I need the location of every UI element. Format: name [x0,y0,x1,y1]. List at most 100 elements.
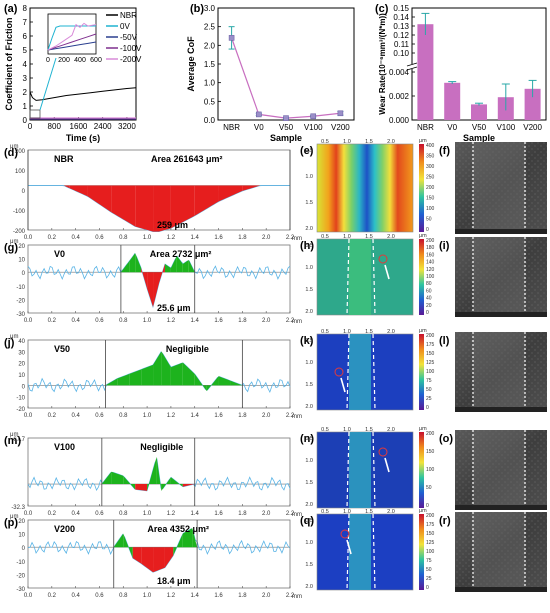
profile-xtick-label: 1.4 [191,593,200,599]
profile-area-above [141,364,154,386]
b-point [283,115,289,121]
map-xtick-label: 1.5 [365,139,373,145]
map-ytick-label: 2.0 [305,404,313,410]
map-ytick-label: 0.5 [305,436,313,442]
profile-area-above [135,253,142,273]
profile-ytick-label: 40 [18,339,25,345]
a-ytick-label: 4 [23,60,28,69]
profile-yunit: μm [10,514,18,520]
c-bar [444,82,461,120]
profile-area-above [176,255,183,273]
profile-ytick-label: 0 [22,546,26,552]
a-ytick-label: 8 [23,4,28,13]
wear-track [349,334,371,410]
profile-area-below [135,484,148,491]
colorbar-tick-label: 120 [426,267,435,273]
colorbar-tick-label: 350 [426,154,435,160]
track-edge-right [372,431,376,509]
colorbar-tick-label: 100 [426,467,435,473]
panel-letter-q: (q) [300,515,314,527]
a-ytick-label: 0 [23,116,28,125]
profile-ytick-label: 20 [18,244,25,250]
profile-xtick-label: 1.6 [214,511,223,517]
defect-circle [340,529,350,539]
profile-area-below [153,272,159,308]
profile-area-below [218,185,243,202]
c-ytick-label: 0.000 [389,116,410,125]
colorbar-tick-label: 400 [426,143,435,149]
profile-area-above [161,477,171,491]
colorbar-tick-label: 200 [426,333,435,339]
colorbar-tick-label: 0 [426,585,429,591]
profile-xtick-label: 0.0 [24,593,33,599]
c-y-ticks: 0.100.110.120.130.140.15 0.000 0.002 0.004 [389,4,415,125]
profile-area-above [123,475,136,490]
profile-area-above [206,376,219,391]
profile-area-above [164,264,171,273]
panel-letter-r: (r) [439,515,451,527]
profile-area-above [117,374,130,386]
panel-letter-p: (p) [4,517,18,529]
map-xtick-label: 1.5 [365,427,373,433]
a-legend-label: -50V [120,33,138,42]
sem-texture [455,430,547,510]
profile-xtick-label: 0.0 [24,511,33,517]
a-legend-label: NBR [120,11,137,20]
colorbar-tick-label: 150 [426,351,435,357]
c-ytick-label: 0.15 [393,4,409,13]
colorbar-tick-label: 160 [426,252,435,258]
profile-area-above [170,477,183,487]
profile-area-below [135,185,154,232]
profile-ytick-label: 100 [15,169,26,175]
cof-time-chart: (a) 0 1 2 3 4 5 6 7 8 0 800 1600 2400 3200 Coefficie… [4,3,142,143]
axis-break-c [406,62,418,71]
profile-ytick-label: -10 [16,396,25,402]
b-line [231,37,341,119]
profile-xtick-label: 0.0 [24,235,33,241]
defect-arrow [340,377,346,393]
panel-letter-k: (k) [300,335,314,347]
profile-depth-label: 18.4 μm [157,576,191,586]
c-ytick-label: 0.11 [394,40,410,49]
a-legend-label: -200V [120,55,142,64]
profile-xtick-label: 0.2 [48,318,57,324]
panel-letter-g: (g) [4,242,18,254]
colorbar-tick-label: 200 [426,513,435,519]
profile-area-below [170,185,195,229]
sem-databar [455,587,547,592]
profile-depth-label: 259 μm [157,220,188,230]
profile-xtick-label: 2.2 [286,593,295,599]
profile-xtick-label: 0.0 [24,318,33,324]
profile-xtick-label: 0.4 [71,235,80,241]
c-ytick-label: 0.004 [389,68,410,77]
sem-wear-track [473,142,525,234]
b-ytick-label: 1.5 [204,60,216,69]
average-cof-chart: (b) 0.0 0.5 1.0 1.5 2.0 2.5 3.0 NBR V0 V50 V100 V2… [186,3,355,143]
profile-xtick-label: 1.8 [238,593,247,599]
profile-xtick-label: 1.2 [167,511,176,517]
c-ylabel: Wear Rate(10⁻⁶mm³/(N*m)) [378,13,387,115]
map-xtick-label: 1.5 [365,509,373,515]
map-xtick-label: 2.0 [387,139,395,145]
b-ytick-label: 1.0 [204,79,216,88]
profile-ytick-label: 0 [22,189,26,195]
profile-xtick-label: 0.6 [95,235,104,241]
profile-ytick-label: -20 [16,298,25,304]
profile-area-below [111,185,136,227]
panel-letter-f: (f) [439,145,450,157]
profile-xtick-label: 1.4 [191,413,200,419]
a-inset-lines [47,22,97,51]
map-xtick-label: 0.5 [321,427,329,433]
profile-xtick-label: 0.2 [48,235,57,241]
a-ytick-label: 6 [23,32,28,41]
colorbar-tick-label: 150 [426,449,435,455]
colorbar-tick-label: 175 [426,342,435,348]
map-xtick-label: 1.0 [343,427,351,433]
wear-track [349,514,371,590]
map-ytick-label: 1.5 [305,200,313,206]
map-ytick-label: 1.0 [305,458,313,464]
colorbar-tick-label: 200 [426,238,435,244]
colorbar-tick-label: 125 [426,360,435,366]
